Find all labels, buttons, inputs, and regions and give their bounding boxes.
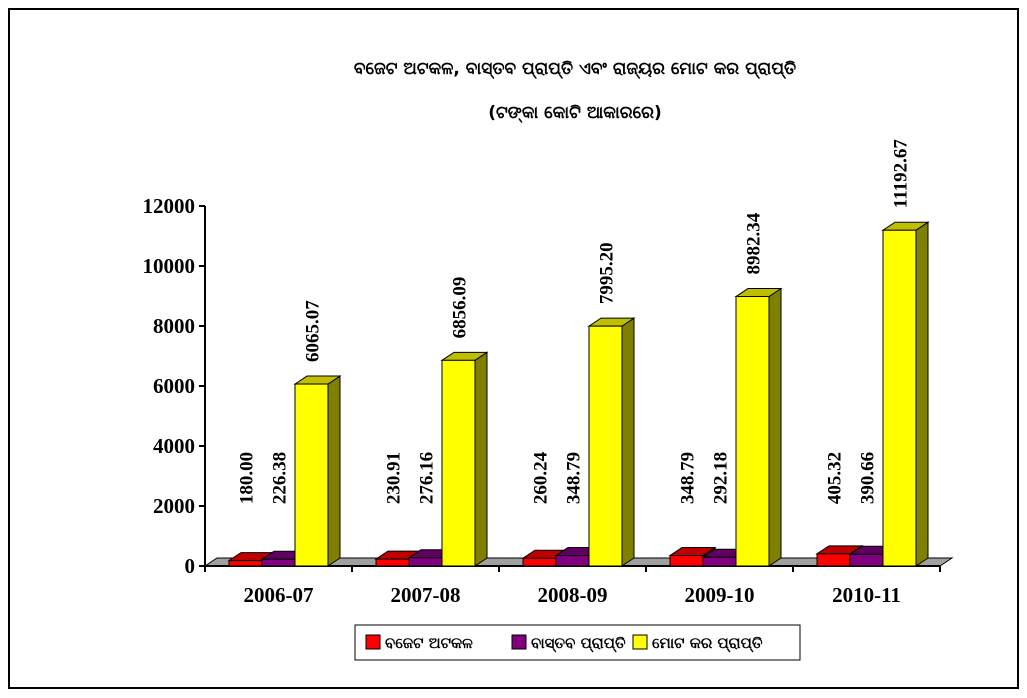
- legend-box: [354, 624, 801, 661]
- legend-swatch: [511, 634, 527, 650]
- data-label: 230.91: [384, 452, 405, 504]
- data-label: 6856.09: [450, 277, 471, 339]
- legend-label: ବାସ୍ତବ ପ୍ରାପ୍ତି: [531, 634, 626, 653]
- data-label: 260.24: [531, 451, 552, 504]
- legend-swatch: [365, 634, 381, 650]
- data-label: 6065.07: [303, 300, 324, 362]
- bar: [702, 556, 737, 567]
- bar: [849, 553, 884, 567]
- bar: [588, 325, 623, 567]
- data-label: 11192.67: [891, 139, 912, 209]
- bar: [294, 383, 329, 567]
- y-tick-label: 2000: [153, 494, 195, 518]
- y-tick-label: 6000: [153, 374, 195, 398]
- legend-swatch: [632, 634, 648, 650]
- x-tick-label: 2009-10: [685, 583, 755, 607]
- bar: [555, 555, 590, 567]
- bar: [735, 296, 770, 567]
- data-label: 405.32: [825, 452, 846, 504]
- chart-subtitle: (ଟଙ୍କା କୋଟି ଆକାରରେ): [488, 103, 662, 124]
- data-label: 292.18: [711, 452, 732, 504]
- data-label: 8982.34: [744, 212, 765, 274]
- data-label: 348.79: [678, 452, 699, 504]
- bar-side: [768, 287, 782, 567]
- y-tick-label: 8000: [153, 314, 195, 338]
- y-tick-label: 4000: [153, 434, 195, 458]
- data-label: 180.00: [237, 452, 258, 504]
- x-tick-label: 2010-11: [832, 583, 901, 607]
- data-label: 226.38: [270, 452, 291, 504]
- legend-label: ବଜେଟ ଅଟକଳ: [385, 634, 473, 652]
- y-tick-label: 10000: [143, 254, 196, 278]
- data-label: 390.66: [858, 452, 879, 504]
- x-tick-label: 2007-08: [391, 583, 461, 607]
- y-tick-label: 12000: [143, 194, 196, 218]
- data-label: 276.16: [417, 452, 438, 504]
- legend-label: ମୋଟ କର ପ୍ରାପ୍ତି: [652, 634, 763, 653]
- data-label: 348.79: [564, 452, 585, 504]
- bar: [522, 557, 557, 567]
- bar: [882, 229, 917, 567]
- bar-side: [621, 317, 635, 567]
- chart-title: ବଜେଟ ଅଟକଳ, ବାସ୍ତବ ପ୍ରାପ୍ତି ଏବଂ ରାଜ୍ୟର ମୋ…: [354, 59, 796, 80]
- data-label: 7995.20: [597, 242, 618, 304]
- bar: [261, 558, 296, 567]
- bar-side: [474, 351, 488, 567]
- frame: [8, 8, 1019, 689]
- bar-side: [327, 375, 341, 567]
- x-tick-label: 2006-07: [244, 583, 314, 607]
- y-tick-label: 0: [185, 554, 196, 578]
- x-tick-label: 2008-09: [538, 583, 608, 607]
- bar: [228, 560, 263, 567]
- bar: [441, 359, 476, 567]
- bar: [408, 557, 443, 567]
- bar: [816, 553, 851, 567]
- bar: [669, 555, 704, 567]
- bar: [375, 558, 410, 567]
- bar-side: [915, 221, 929, 567]
